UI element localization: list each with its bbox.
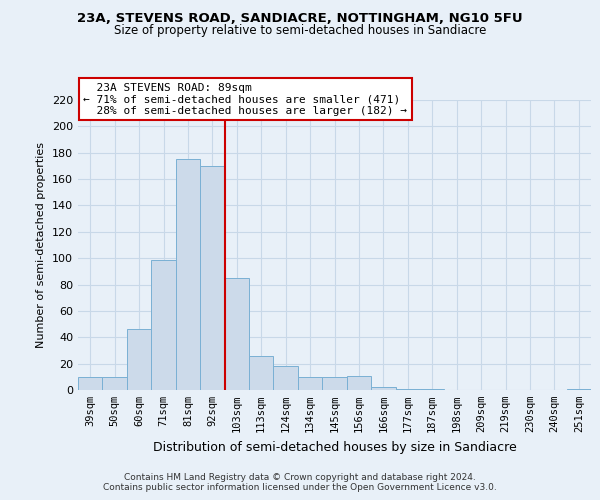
Y-axis label: Number of semi-detached properties: Number of semi-detached properties (37, 142, 46, 348)
X-axis label: Distribution of semi-detached houses by size in Sandiacre: Distribution of semi-detached houses by … (152, 440, 517, 454)
Bar (103, 377, 127, 390)
Bar (274, 366, 298, 390)
Text: 23A, STEVENS ROAD, SANDIACRE, NOTTINGHAM, NG10 5FU: 23A, STEVENS ROAD, SANDIACRE, NOTTINGHAM… (77, 12, 523, 26)
Bar (395, 388, 420, 390)
Bar (224, 278, 249, 390)
Text: Size of property relative to semi-detached houses in Sandiacre: Size of property relative to semi-detach… (114, 24, 486, 37)
Bar (78, 377, 103, 390)
Bar (151, 260, 176, 390)
Bar (371, 388, 395, 390)
Bar (298, 377, 322, 390)
Text: 23A STEVENS ROAD: 89sqm
← 71% of semi-detached houses are smaller (471)
  28% of: 23A STEVENS ROAD: 89sqm ← 71% of semi-de… (83, 82, 407, 116)
Bar (566, 388, 591, 390)
Bar (127, 330, 151, 390)
Bar (322, 377, 347, 390)
Bar (347, 376, 371, 390)
Text: Contains HM Land Registry data © Crown copyright and database right 2024.
Contai: Contains HM Land Registry data © Crown c… (103, 473, 497, 492)
Bar (200, 166, 224, 390)
Bar (176, 160, 200, 390)
Bar (249, 356, 274, 390)
Bar (420, 388, 445, 390)
